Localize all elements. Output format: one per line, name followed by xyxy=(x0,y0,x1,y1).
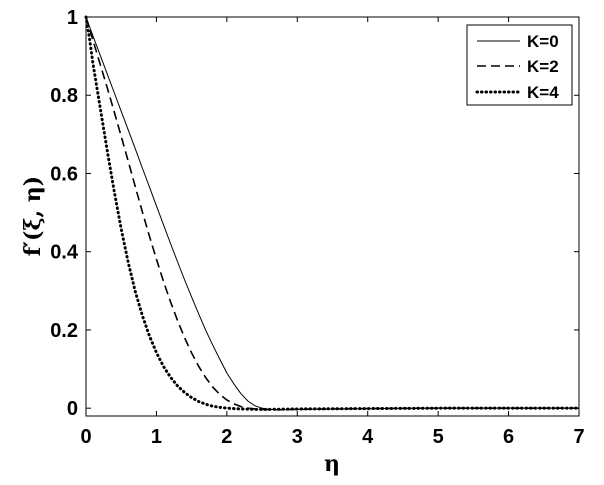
axis-ticks xyxy=(85,16,580,416)
x-tick-label: 7 xyxy=(573,426,584,448)
x-tick-label: 4 xyxy=(362,426,374,448)
x-tick-label: 5 xyxy=(433,426,444,448)
x-tick-label: 1 xyxy=(151,426,162,448)
y-tick-label: 0.2 xyxy=(50,320,78,342)
legend-box xyxy=(466,24,573,106)
y-tick-label: 0.8 xyxy=(50,85,78,107)
plot-frame xyxy=(85,16,580,417)
legend-label-k2: K=2 xyxy=(527,57,559,76)
series-line-2 xyxy=(84,15,581,411)
tick-labels: 0 1 2 3 4 5 6 7 0 0.2 0.4 0.6 0.8 1 xyxy=(50,7,584,448)
x-tick-label: 2 xyxy=(221,426,232,448)
plot-lines xyxy=(84,15,581,411)
legend-label-k0: K=0 xyxy=(527,32,559,51)
y-axis-label: f′(ξ, η) xyxy=(20,176,46,256)
x-tick-label: 3 xyxy=(292,426,303,448)
x-axis-label: η xyxy=(324,451,340,477)
legend: K=0 K=2 K=4 xyxy=(466,24,573,106)
y-tick-label: 0.6 xyxy=(50,163,78,185)
series-line-1 xyxy=(85,16,579,411)
x-tick-label: 6 xyxy=(503,426,514,448)
y-tick-label: 0 xyxy=(67,398,78,420)
x-tick-label: 0 xyxy=(80,426,91,448)
y-tick-label: 1 xyxy=(67,7,78,29)
legend-label-k4: K=4 xyxy=(527,83,559,102)
y-tick-label: 0.4 xyxy=(50,242,79,264)
